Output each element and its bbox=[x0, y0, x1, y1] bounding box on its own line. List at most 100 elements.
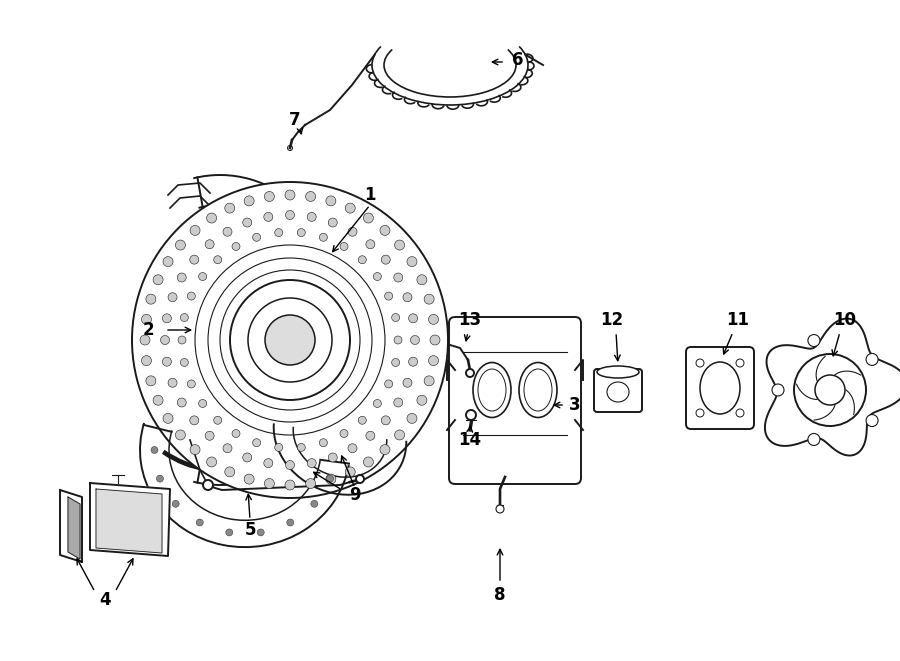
Circle shape bbox=[297, 444, 305, 451]
Circle shape bbox=[307, 459, 316, 467]
Circle shape bbox=[205, 240, 214, 249]
Circle shape bbox=[190, 445, 200, 455]
Circle shape bbox=[380, 225, 390, 235]
Text: 7: 7 bbox=[289, 111, 301, 129]
Circle shape bbox=[190, 416, 199, 425]
Circle shape bbox=[306, 192, 316, 202]
Circle shape bbox=[187, 380, 195, 388]
Circle shape bbox=[199, 399, 207, 407]
Circle shape bbox=[232, 243, 240, 251]
Circle shape bbox=[407, 256, 417, 266]
Circle shape bbox=[394, 398, 403, 407]
Circle shape bbox=[384, 380, 392, 388]
Circle shape bbox=[285, 210, 294, 219]
Circle shape bbox=[248, 298, 332, 382]
Circle shape bbox=[151, 446, 158, 453]
Circle shape bbox=[346, 467, 356, 477]
Circle shape bbox=[696, 359, 704, 367]
Circle shape bbox=[285, 461, 294, 469]
Circle shape bbox=[162, 314, 171, 323]
Circle shape bbox=[141, 356, 151, 366]
Circle shape bbox=[348, 227, 357, 236]
Circle shape bbox=[132, 182, 448, 498]
Circle shape bbox=[146, 294, 156, 304]
Text: 11: 11 bbox=[726, 311, 750, 329]
Circle shape bbox=[736, 409, 744, 417]
Circle shape bbox=[326, 474, 336, 484]
Circle shape bbox=[736, 359, 744, 367]
Text: 4: 4 bbox=[99, 591, 111, 609]
Circle shape bbox=[364, 457, 374, 467]
Circle shape bbox=[153, 395, 163, 405]
Circle shape bbox=[199, 272, 207, 280]
Circle shape bbox=[230, 280, 350, 400]
Circle shape bbox=[392, 358, 400, 366]
Circle shape bbox=[772, 384, 784, 396]
Circle shape bbox=[394, 240, 405, 250]
Text: 3: 3 bbox=[569, 396, 580, 414]
Polygon shape bbox=[765, 319, 900, 455]
Circle shape bbox=[417, 395, 427, 405]
Circle shape bbox=[160, 336, 169, 344]
Circle shape bbox=[696, 409, 704, 417]
Circle shape bbox=[196, 519, 203, 526]
Circle shape bbox=[466, 369, 474, 377]
Circle shape bbox=[163, 413, 173, 424]
Circle shape bbox=[213, 416, 221, 424]
Circle shape bbox=[394, 336, 402, 344]
Circle shape bbox=[226, 529, 233, 536]
Circle shape bbox=[364, 213, 374, 223]
Text: 14: 14 bbox=[458, 431, 482, 449]
Circle shape bbox=[265, 479, 274, 488]
Circle shape bbox=[392, 313, 400, 321]
Circle shape bbox=[140, 335, 150, 345]
Ellipse shape bbox=[473, 362, 511, 418]
Circle shape bbox=[190, 225, 200, 235]
FancyBboxPatch shape bbox=[594, 369, 642, 412]
Circle shape bbox=[340, 430, 348, 438]
Circle shape bbox=[223, 227, 232, 236]
Circle shape bbox=[356, 475, 364, 483]
Text: 2: 2 bbox=[142, 321, 154, 339]
Circle shape bbox=[163, 256, 173, 266]
Circle shape bbox=[808, 334, 820, 346]
Circle shape bbox=[213, 256, 221, 264]
Circle shape bbox=[428, 315, 438, 325]
Text: 9: 9 bbox=[349, 486, 361, 504]
Text: 5: 5 bbox=[244, 521, 256, 539]
Circle shape bbox=[307, 212, 316, 221]
Circle shape bbox=[264, 212, 273, 221]
Circle shape bbox=[417, 275, 427, 285]
Circle shape bbox=[407, 413, 417, 424]
Circle shape bbox=[243, 218, 252, 227]
Circle shape bbox=[253, 439, 261, 447]
Polygon shape bbox=[90, 483, 170, 556]
Circle shape bbox=[815, 375, 845, 405]
Circle shape bbox=[265, 192, 274, 202]
Circle shape bbox=[244, 474, 254, 484]
Circle shape bbox=[382, 255, 391, 264]
Circle shape bbox=[310, 500, 318, 507]
Circle shape bbox=[257, 529, 265, 536]
Circle shape bbox=[365, 431, 374, 440]
Circle shape bbox=[225, 467, 235, 477]
Circle shape bbox=[306, 479, 316, 488]
Circle shape bbox=[274, 229, 283, 237]
Circle shape bbox=[365, 240, 374, 249]
Circle shape bbox=[176, 240, 185, 250]
Text: 1: 1 bbox=[364, 186, 376, 204]
Circle shape bbox=[264, 459, 273, 467]
Circle shape bbox=[225, 203, 235, 213]
Circle shape bbox=[285, 190, 295, 200]
Circle shape bbox=[866, 354, 878, 366]
Text: 13: 13 bbox=[458, 311, 482, 329]
Circle shape bbox=[207, 213, 217, 223]
Circle shape bbox=[403, 293, 412, 302]
Circle shape bbox=[141, 315, 151, 325]
Circle shape bbox=[346, 203, 356, 213]
Circle shape bbox=[187, 292, 195, 300]
Text: 6: 6 bbox=[512, 51, 524, 69]
Circle shape bbox=[244, 196, 254, 206]
Circle shape bbox=[178, 336, 186, 344]
Circle shape bbox=[328, 218, 338, 227]
